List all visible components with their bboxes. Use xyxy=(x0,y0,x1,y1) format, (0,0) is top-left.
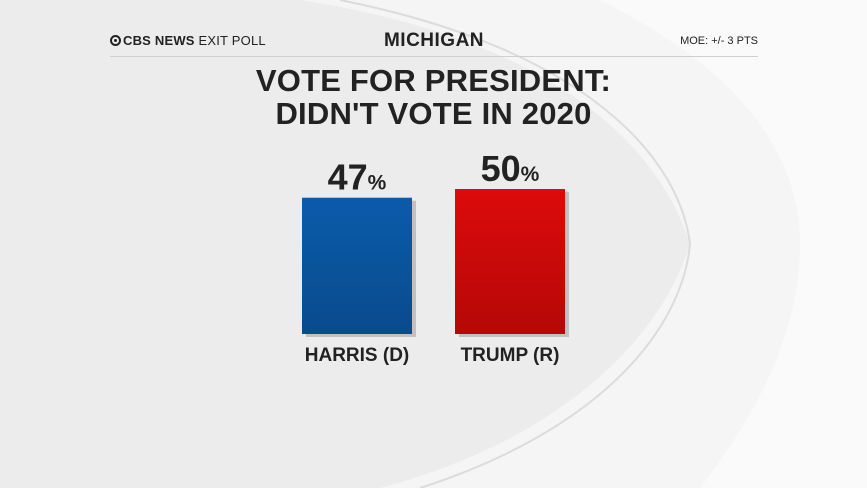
margin-of-error: MOE: +/- 3 PTS xyxy=(680,35,758,47)
header-divider xyxy=(110,56,758,57)
brand-logo: CBS NEWS EXIT POLL xyxy=(110,33,266,48)
category-label: HARRIS (D) xyxy=(305,345,410,366)
cbs-eye-icon xyxy=(110,35,121,46)
brand-name: CBS NEWS xyxy=(123,33,195,48)
brand-suffix: EXIT POLL xyxy=(198,33,266,48)
chart-title-line1: VOTE FOR PRESIDENT: xyxy=(255,63,612,98)
chart-title: VOTE FOR PRESIDENT: DIDN'T VOTE IN 2020 xyxy=(0,64,867,130)
chart-title-line2: DIDN'T VOTE IN 2020 xyxy=(275,96,592,131)
bar-value-label: 47% xyxy=(328,157,387,198)
category-label: TRUMP (R) xyxy=(461,345,560,366)
header-bar: CBS NEWS EXIT POLL MICHIGAN MOE: +/- 3 P… xyxy=(110,30,758,54)
bar-1 xyxy=(455,189,565,334)
bar-0 xyxy=(302,197,412,334)
state-label: MICHIGAN xyxy=(383,30,485,51)
bar-value-label: 50% xyxy=(481,148,540,189)
